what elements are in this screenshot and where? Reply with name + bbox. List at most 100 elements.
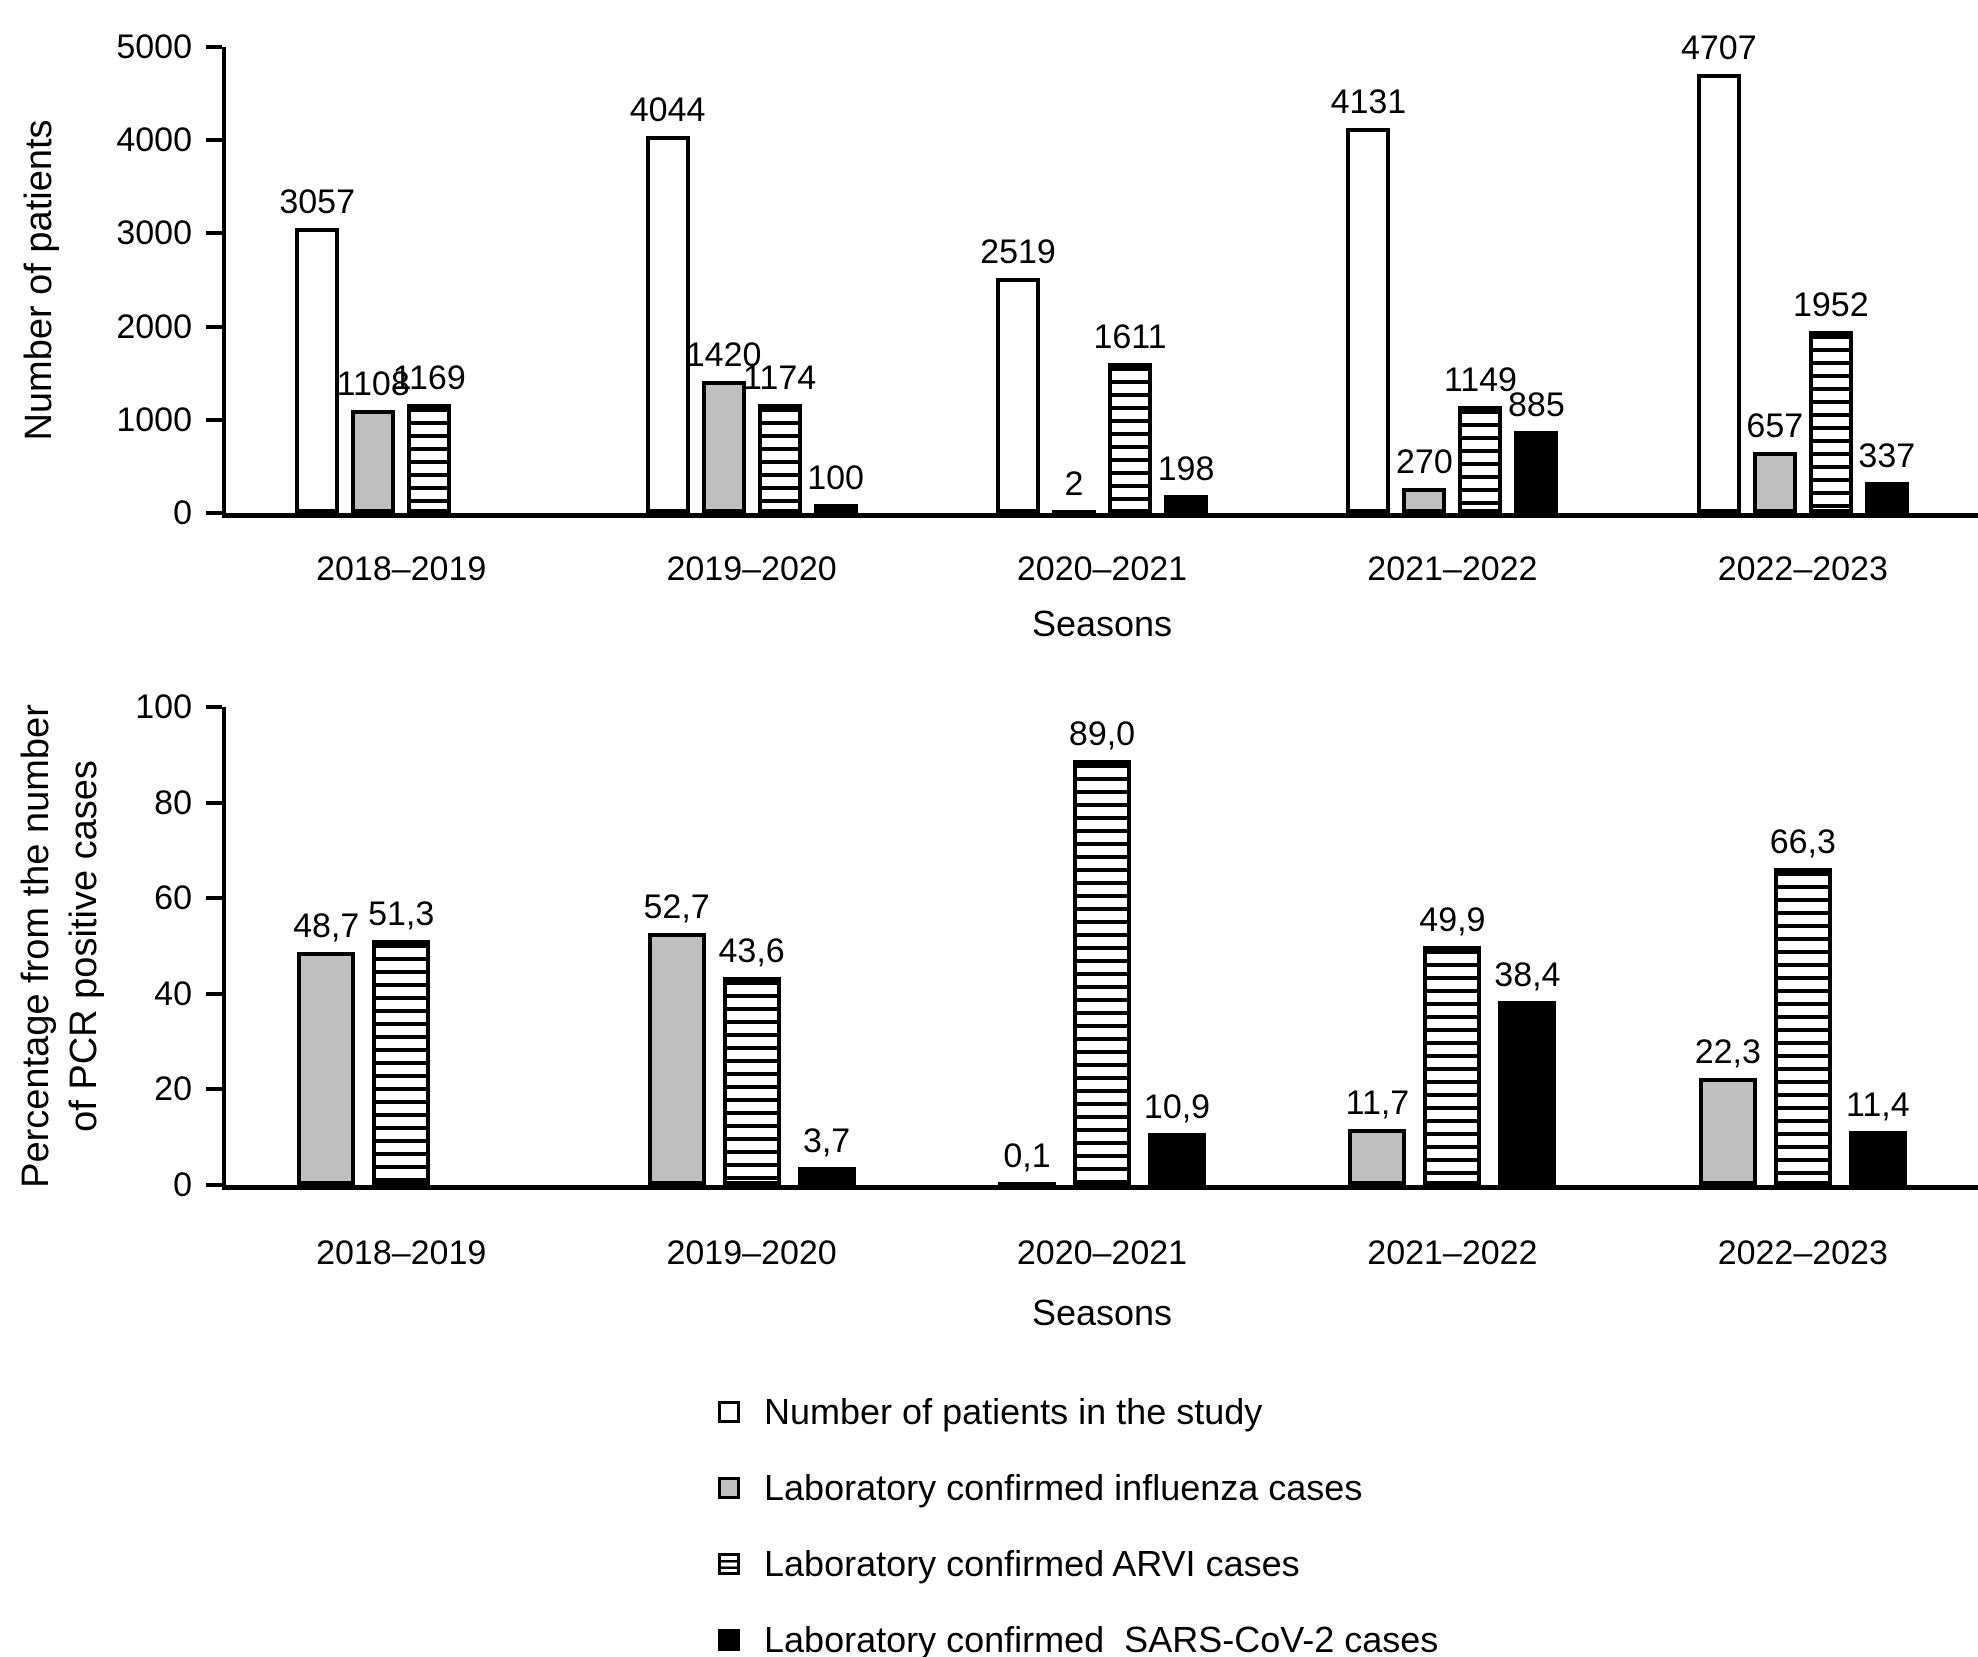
legend-swatch-gray-icon: [718, 1477, 740, 1499]
value-label: 4707: [1680, 29, 1757, 68]
y-tick-label: 5000: [116, 28, 192, 66]
y-tick: [206, 991, 222, 996]
x-axis-line: [222, 1185, 1978, 1190]
value-label: 2: [1064, 465, 1084, 503]
value-label: 89,0: [1068, 714, 1136, 753]
bar-black: [1864, 481, 1909, 513]
y-tick-label: 3000: [116, 214, 192, 253]
y-axis-line: [222, 707, 226, 1190]
bar-striped: [372, 939, 431, 1185]
bar-white: [295, 228, 340, 513]
y-axis-line: [222, 47, 226, 518]
bar-striped: [1423, 946, 1482, 1185]
bar-black: [1148, 1132, 1206, 1185]
y-tick-label: 0: [173, 494, 192, 532]
value-label: 657: [1746, 406, 1804, 445]
value-label: 11,4: [1845, 1085, 1910, 1124]
bar-white: [996, 278, 1040, 513]
x-axis-line: [222, 513, 1978, 518]
value-label: 1174: [743, 358, 817, 397]
value-label: 100: [807, 458, 864, 497]
value-label: 48,7: [293, 907, 360, 946]
y-tick-label: 4000: [116, 121, 192, 160]
bar-striped: [722, 976, 781, 1185]
value-label: 22,3: [1694, 1033, 1761, 1072]
bar-white: [1346, 127, 1391, 513]
legend-item: Laboratory confirmed influenza cases: [718, 1464, 1362, 1512]
bar-gray: [1752, 451, 1797, 513]
y-tick-label: 20: [154, 1070, 192, 1109]
bar-black: [1164, 494, 1208, 513]
legend-label: Laboratory confirmed influenza cases: [764, 1467, 1363, 1508]
bar-black: [1848, 1130, 1907, 1185]
value-label: 0,1: [1003, 1137, 1051, 1175]
bar-black: [1498, 1001, 1557, 1185]
value-label: 3057: [279, 183, 355, 222]
y-tick-label: 60: [154, 879, 192, 918]
value-label: 1108: [336, 364, 410, 403]
y-tick-label: 80: [154, 783, 192, 822]
value-label: 1952: [1792, 286, 1869, 325]
legend-swatch-white-icon: [718, 1401, 740, 1423]
x-tick-label: 2021–2022: [1367, 550, 1538, 588]
bar-gray: [1348, 1129, 1407, 1185]
bar-striped: [757, 403, 802, 513]
y-tick: [206, 800, 222, 805]
y-axis-title-percentage: Percentage from the number of PCR positi…: [15, 704, 105, 1188]
value-label: 270: [1396, 442, 1453, 481]
y-tick: [206, 1087, 222, 1092]
legend-label: Number of patients in the study: [764, 1391, 1263, 1432]
value-label: 3,7: [802, 1122, 851, 1161]
bar-gray: [647, 933, 706, 1185]
y-tick-label: 1000: [116, 400, 192, 439]
x-tick-label: 2022–2023: [1717, 550, 1888, 588]
value-label: 51,3: [368, 894, 435, 933]
bar-striped: [1773, 868, 1832, 1185]
y-tick: [206, 138, 222, 143]
bar-striped: [1073, 759, 1131, 1185]
patients-chart-plot: 0 1000 2000 3000 4000 5000 3057 4044 2519 4131 470…: [116, 28, 1978, 588]
legend-item: Laboratory confirmed ARVI cases: [718, 1540, 1300, 1588]
y-tick: [206, 705, 222, 709]
y-tick-label: 2000: [116, 307, 192, 346]
x-tick-label: 2020–2021: [1016, 1234, 1188, 1272]
y-tick: [206, 45, 222, 49]
x-tick-label: 2020–2021: [1016, 550, 1188, 588]
value-label: 4131: [1330, 82, 1407, 121]
x-tick-label: 2019–2020: [666, 550, 837, 588]
y-tick-label: 100: [135, 688, 192, 726]
value-label: 49,9: [1419, 901, 1486, 940]
bar-black: [1514, 430, 1559, 513]
x-axis-title-percentage: Seasons: [1031, 1292, 1173, 1333]
bar-gray: [1052, 510, 1096, 513]
legend-swatch-striped-icon: [718, 1553, 740, 1575]
y-axis-title-patients: Number of patients: [18, 119, 60, 441]
percentage-chart-plot: 0 20 40 60 80 100 48,7 52,7 0,1 11,7 22,3 51,3 43,6 8…: [135, 688, 1978, 1272]
y-tick-label: 0: [173, 1166, 192, 1204]
x-axis-title-patients: Seasons: [1031, 603, 1173, 644]
value-label: 1611: [1093, 317, 1167, 356]
legend-swatch-black-icon: [718, 1629, 740, 1651]
legend-item: Number of patients in the study: [718, 1388, 1262, 1436]
value-label: 4044: [629, 91, 706, 130]
y-tick-label: 40: [154, 974, 192, 1013]
value-label: 1149: [1443, 360, 1517, 399]
value-label: 885: [1508, 385, 1565, 424]
bar-black: [813, 503, 858, 513]
x-tick-label: 2018–2019: [316, 1234, 487, 1272]
y-tick: [206, 1183, 222, 1187]
value-label: 52,7: [643, 888, 710, 927]
value-label: 2519: [980, 233, 1056, 272]
legend-label: Laboratory confirmed ARVI cases: [764, 1543, 1300, 1584]
y-tick: [206, 896, 222, 901]
value-label: 11,7: [1345, 1084, 1410, 1123]
value-label: 198: [1157, 449, 1215, 488]
legend: Number of patients in the study Laborator…: [718, 1388, 1498, 1657]
bar-white: [1696, 74, 1741, 513]
bar-striped: [1808, 331, 1853, 513]
x-tick-label: 2019–2020: [666, 1234, 837, 1272]
y-tick: [206, 324, 222, 329]
value-label: 10,9: [1143, 1087, 1211, 1126]
bar-gray: [998, 1182, 1056, 1185]
bar-gray: [701, 380, 746, 513]
